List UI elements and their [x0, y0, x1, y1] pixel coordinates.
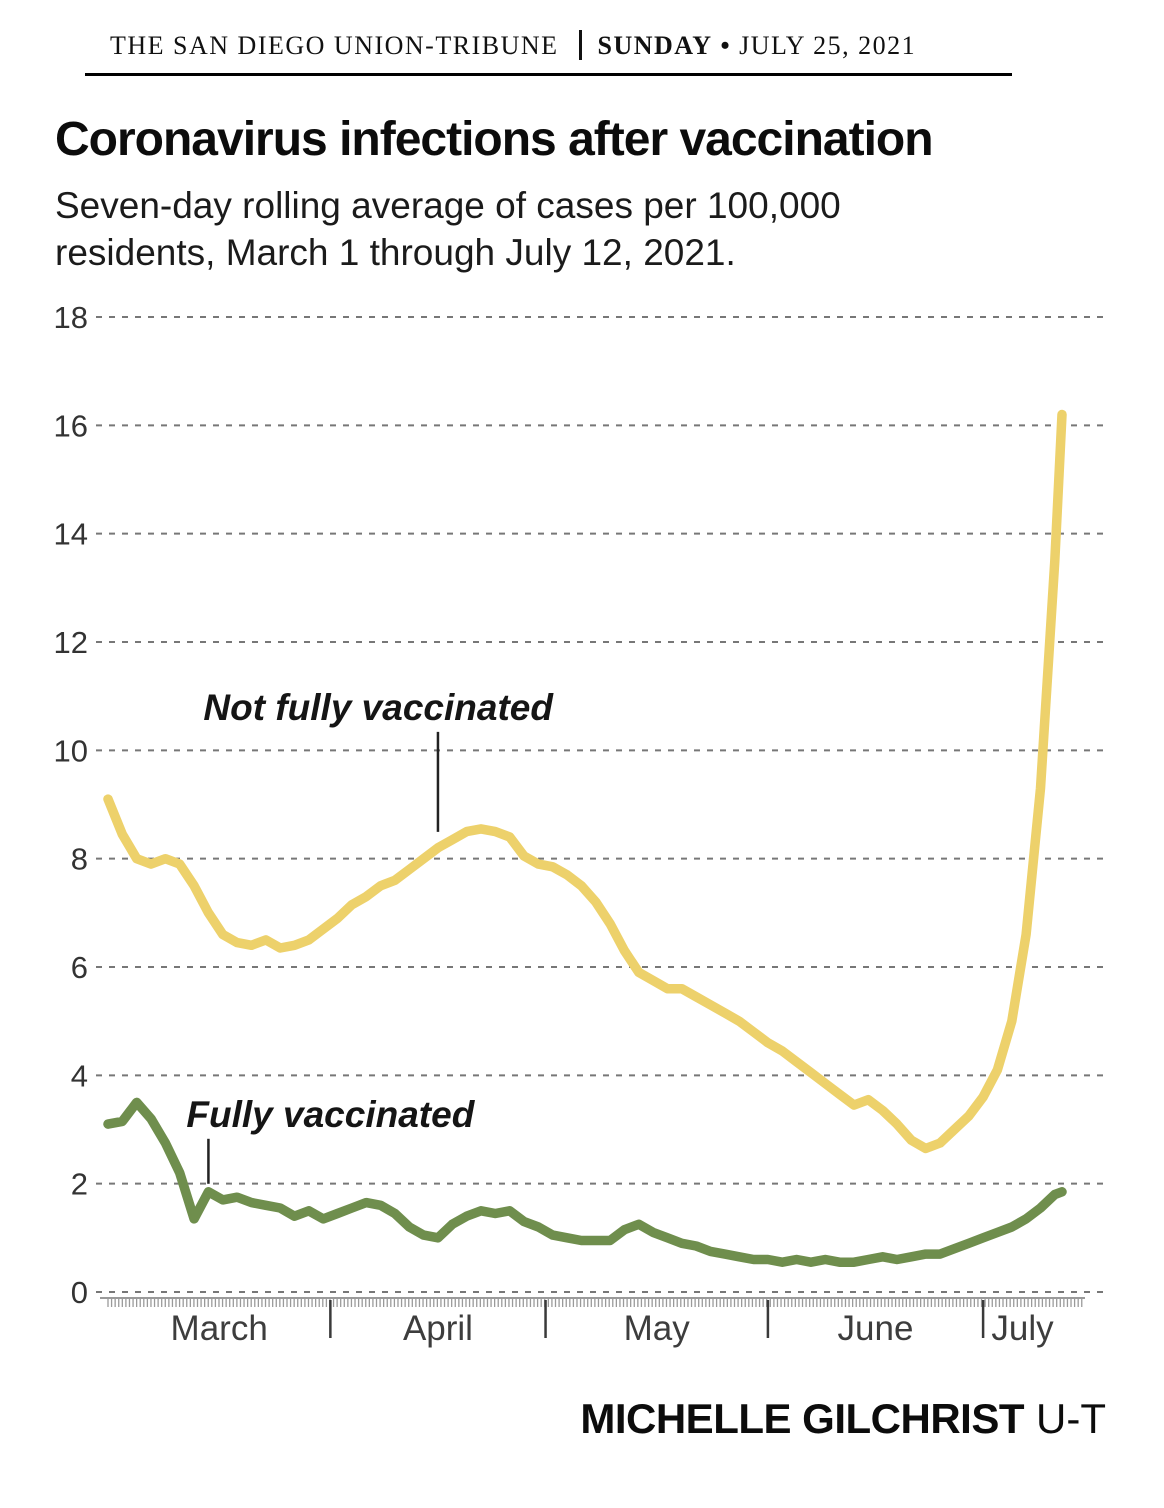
y-tick-label: 8: [71, 842, 88, 877]
y-tick-label: 12: [54, 625, 88, 660]
annotation-label: Not fully vaccinated: [203, 687, 554, 728]
month-separators: [329, 1299, 985, 1338]
y-tick-label: 14: [54, 517, 88, 552]
y-gridlines: [96, 315, 1108, 1293]
month-label: March: [171, 1309, 268, 1348]
month-label: July: [991, 1309, 1054, 1348]
series-line-fully-vaccinated: [103, 1097, 1067, 1267]
month-labels: March April May June July: [171, 1309, 1055, 1348]
brand-mark: U-T: [1036, 1394, 1106, 1442]
page-title: Coronavirus infections after vaccination: [55, 113, 934, 166]
author-name: MICHELLE GILCHRIST: [580, 1394, 1025, 1442]
y-tick-label: 4: [71, 1058, 88, 1093]
month-label: April: [403, 1309, 473, 1348]
annotation-not-fully-vaccinated: Not fully vaccinated: [203, 687, 554, 832]
edition-day: SUNDAY: [597, 31, 713, 60]
y-tick-label: 18: [54, 300, 88, 335]
annotation-label: Fully vaccinated: [186, 1094, 475, 1135]
line-chart: 0 2 4 6 8 10 12 14 16 18 March April May June July Not …: [54, 300, 1108, 1348]
y-tick-label: 0: [71, 1275, 88, 1310]
bullet-glyph: •: [720, 31, 732, 60]
newspaper-name: THE SAN DIEGO UNION-TRIBUNE: [110, 31, 559, 60]
separator-bar: [578, 30, 582, 60]
y-tick-label: 16: [54, 408, 88, 443]
masthead: THE SAN DIEGO UNION-TRIBUNE SUNDAY • JULY…: [85, 30, 1012, 76]
byline: MICHELLE GILCHRIST U-T: [0, 1395, 1106, 1443]
series-line-not-fully-vaccinated: [103, 409, 1067, 1154]
annotation-fully-vaccinated: Fully vaccinated: [186, 1094, 476, 1184]
x-axis-ruler: [100, 1296, 1085, 1307]
y-tick-label: 2: [71, 1167, 88, 1202]
subtitle-line-1: Seven-day rolling average of cases per 1…: [55, 185, 841, 226]
month-label: May: [624, 1309, 691, 1348]
month-label: June: [838, 1309, 914, 1348]
edition-date: JULY 25, 2021: [739, 31, 917, 60]
y-tick-label: 10: [54, 733, 88, 768]
y-tick-label: 6: [71, 950, 88, 985]
subtitle-line-2: residents, March 1 through July 12, 2021…: [55, 231, 736, 273]
chart-subtitle: Seven-day rolling average of cases per 1…: [55, 183, 1035, 277]
y-axis-labels: 0 2 4 6 8 10 12 14 16 18: [54, 300, 88, 1310]
